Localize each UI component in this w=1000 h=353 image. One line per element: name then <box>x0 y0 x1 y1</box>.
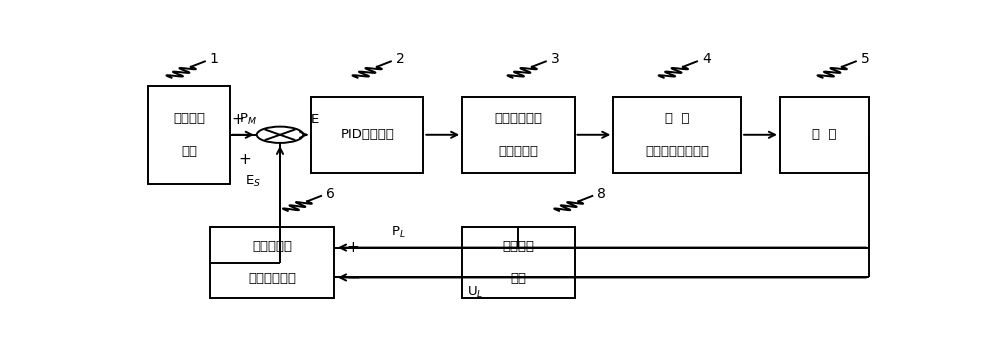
Text: 3: 3 <box>551 52 560 66</box>
Text: 探  轮: 探 轮 <box>812 128 837 141</box>
Text: 线路偏差: 线路偏差 <box>502 240 534 253</box>
Text: PID控制单元: PID控制单元 <box>340 128 394 141</box>
Text: 1: 1 <box>210 52 219 66</box>
Text: 电  缸: 电 缸 <box>665 112 689 125</box>
Text: 对中控制单元: 对中控制单元 <box>494 112 542 125</box>
FancyBboxPatch shape <box>311 97 423 173</box>
Text: E: E <box>311 113 319 126</box>
Text: +: + <box>239 152 252 167</box>
Text: 5: 5 <box>861 52 870 66</box>
Text: （一阶惯性环节）: （一阶惯性环节） <box>645 145 709 157</box>
Text: +: + <box>231 112 244 127</box>
FancyBboxPatch shape <box>462 97 574 173</box>
Text: 4: 4 <box>702 52 711 66</box>
Text: E$_S$: E$_S$ <box>245 173 261 189</box>
Circle shape <box>257 127 303 143</box>
Text: P$_M$: P$_M$ <box>239 112 257 127</box>
Text: 6: 6 <box>326 187 335 201</box>
Text: 手动调节: 手动调节 <box>173 112 205 125</box>
Text: P$_L$: P$_L$ <box>391 225 406 240</box>
Text: （放大器）: （放大器） <box>498 145 538 157</box>
Text: U$_L$: U$_L$ <box>467 285 484 300</box>
Text: +: + <box>346 240 359 255</box>
FancyBboxPatch shape <box>462 227 574 298</box>
Text: 对中传感器: 对中传感器 <box>252 240 292 253</box>
FancyBboxPatch shape <box>613 97 741 173</box>
FancyBboxPatch shape <box>148 86 230 184</box>
Text: 8: 8 <box>597 187 606 201</box>
Text: 2: 2 <box>396 52 405 66</box>
Text: 给定: 给定 <box>510 272 526 285</box>
FancyBboxPatch shape <box>780 97 869 173</box>
Text: 给定: 给定 <box>181 145 197 157</box>
Text: −: − <box>346 269 360 287</box>
FancyBboxPatch shape <box>210 227 334 298</box>
Text: （位移差值）: （位移差值） <box>248 272 296 285</box>
